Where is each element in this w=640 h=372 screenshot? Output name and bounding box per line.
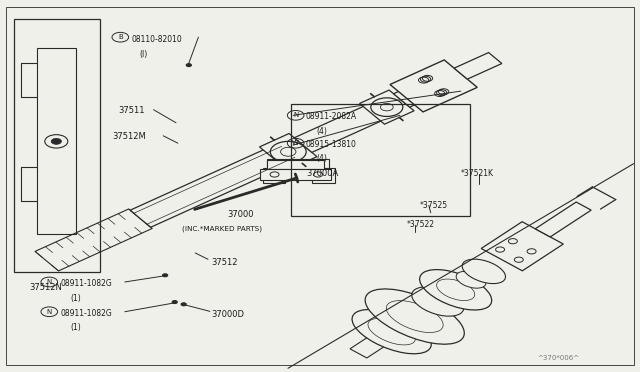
Polygon shape xyxy=(390,60,477,112)
Text: 37512M: 37512M xyxy=(112,132,146,141)
Polygon shape xyxy=(350,329,397,358)
Text: (I): (I) xyxy=(140,50,148,59)
Polygon shape xyxy=(130,143,298,227)
Ellipse shape xyxy=(462,259,506,283)
Polygon shape xyxy=(535,202,591,237)
Ellipse shape xyxy=(368,318,415,345)
Text: 37000D: 37000D xyxy=(211,310,244,319)
Polygon shape xyxy=(454,52,502,79)
Text: 37000A: 37000A xyxy=(306,169,338,178)
Ellipse shape xyxy=(456,271,486,288)
Bar xyxy=(14,19,100,272)
Ellipse shape xyxy=(436,279,475,301)
Circle shape xyxy=(181,303,186,306)
Bar xyxy=(268,159,329,168)
Bar xyxy=(291,104,470,216)
Bar xyxy=(37,48,76,234)
Circle shape xyxy=(186,64,191,67)
Bar xyxy=(263,168,285,183)
Ellipse shape xyxy=(412,287,464,316)
Text: 08911-1082G: 08911-1082G xyxy=(61,309,113,318)
Circle shape xyxy=(270,141,306,162)
Text: N: N xyxy=(47,309,52,315)
Text: 08915-13810: 08915-13810 xyxy=(306,140,356,149)
Polygon shape xyxy=(481,222,563,271)
Text: 08110-82010: 08110-82010 xyxy=(131,35,182,44)
Circle shape xyxy=(371,98,403,116)
Ellipse shape xyxy=(420,270,492,310)
Text: *37522: *37522 xyxy=(406,220,435,229)
Circle shape xyxy=(51,138,61,144)
Text: 37512: 37512 xyxy=(211,258,237,267)
Ellipse shape xyxy=(352,310,431,354)
Polygon shape xyxy=(394,71,459,107)
Text: 37512N: 37512N xyxy=(29,283,61,292)
Text: *37525: *37525 xyxy=(420,201,448,210)
Circle shape xyxy=(380,103,393,111)
Ellipse shape xyxy=(387,301,443,333)
Text: N: N xyxy=(293,112,298,118)
Circle shape xyxy=(172,301,177,304)
Text: W: W xyxy=(292,140,299,146)
Text: 37511: 37511 xyxy=(118,106,145,115)
Text: (4): (4) xyxy=(317,154,328,163)
Bar xyxy=(260,169,331,180)
Text: (INC.*MARKED PARTS): (INC.*MARKED PARTS) xyxy=(182,225,262,231)
Polygon shape xyxy=(294,100,396,153)
Bar xyxy=(267,160,324,169)
Polygon shape xyxy=(260,134,317,170)
Text: (1): (1) xyxy=(70,294,81,303)
Bar xyxy=(312,168,335,183)
Text: ^370*006^: ^370*006^ xyxy=(538,355,580,361)
Text: (1): (1) xyxy=(70,323,81,332)
Text: 08911-2082A: 08911-2082A xyxy=(306,112,357,121)
Ellipse shape xyxy=(365,289,464,344)
Text: 08911-1082G: 08911-1082G xyxy=(61,279,113,288)
Text: 37000: 37000 xyxy=(227,210,253,219)
Text: *37521K: *37521K xyxy=(461,169,494,178)
Text: B: B xyxy=(118,34,123,40)
Text: (4): (4) xyxy=(317,127,328,136)
Polygon shape xyxy=(360,90,414,124)
Circle shape xyxy=(280,147,296,156)
Text: N: N xyxy=(47,279,52,285)
Circle shape xyxy=(163,274,168,277)
